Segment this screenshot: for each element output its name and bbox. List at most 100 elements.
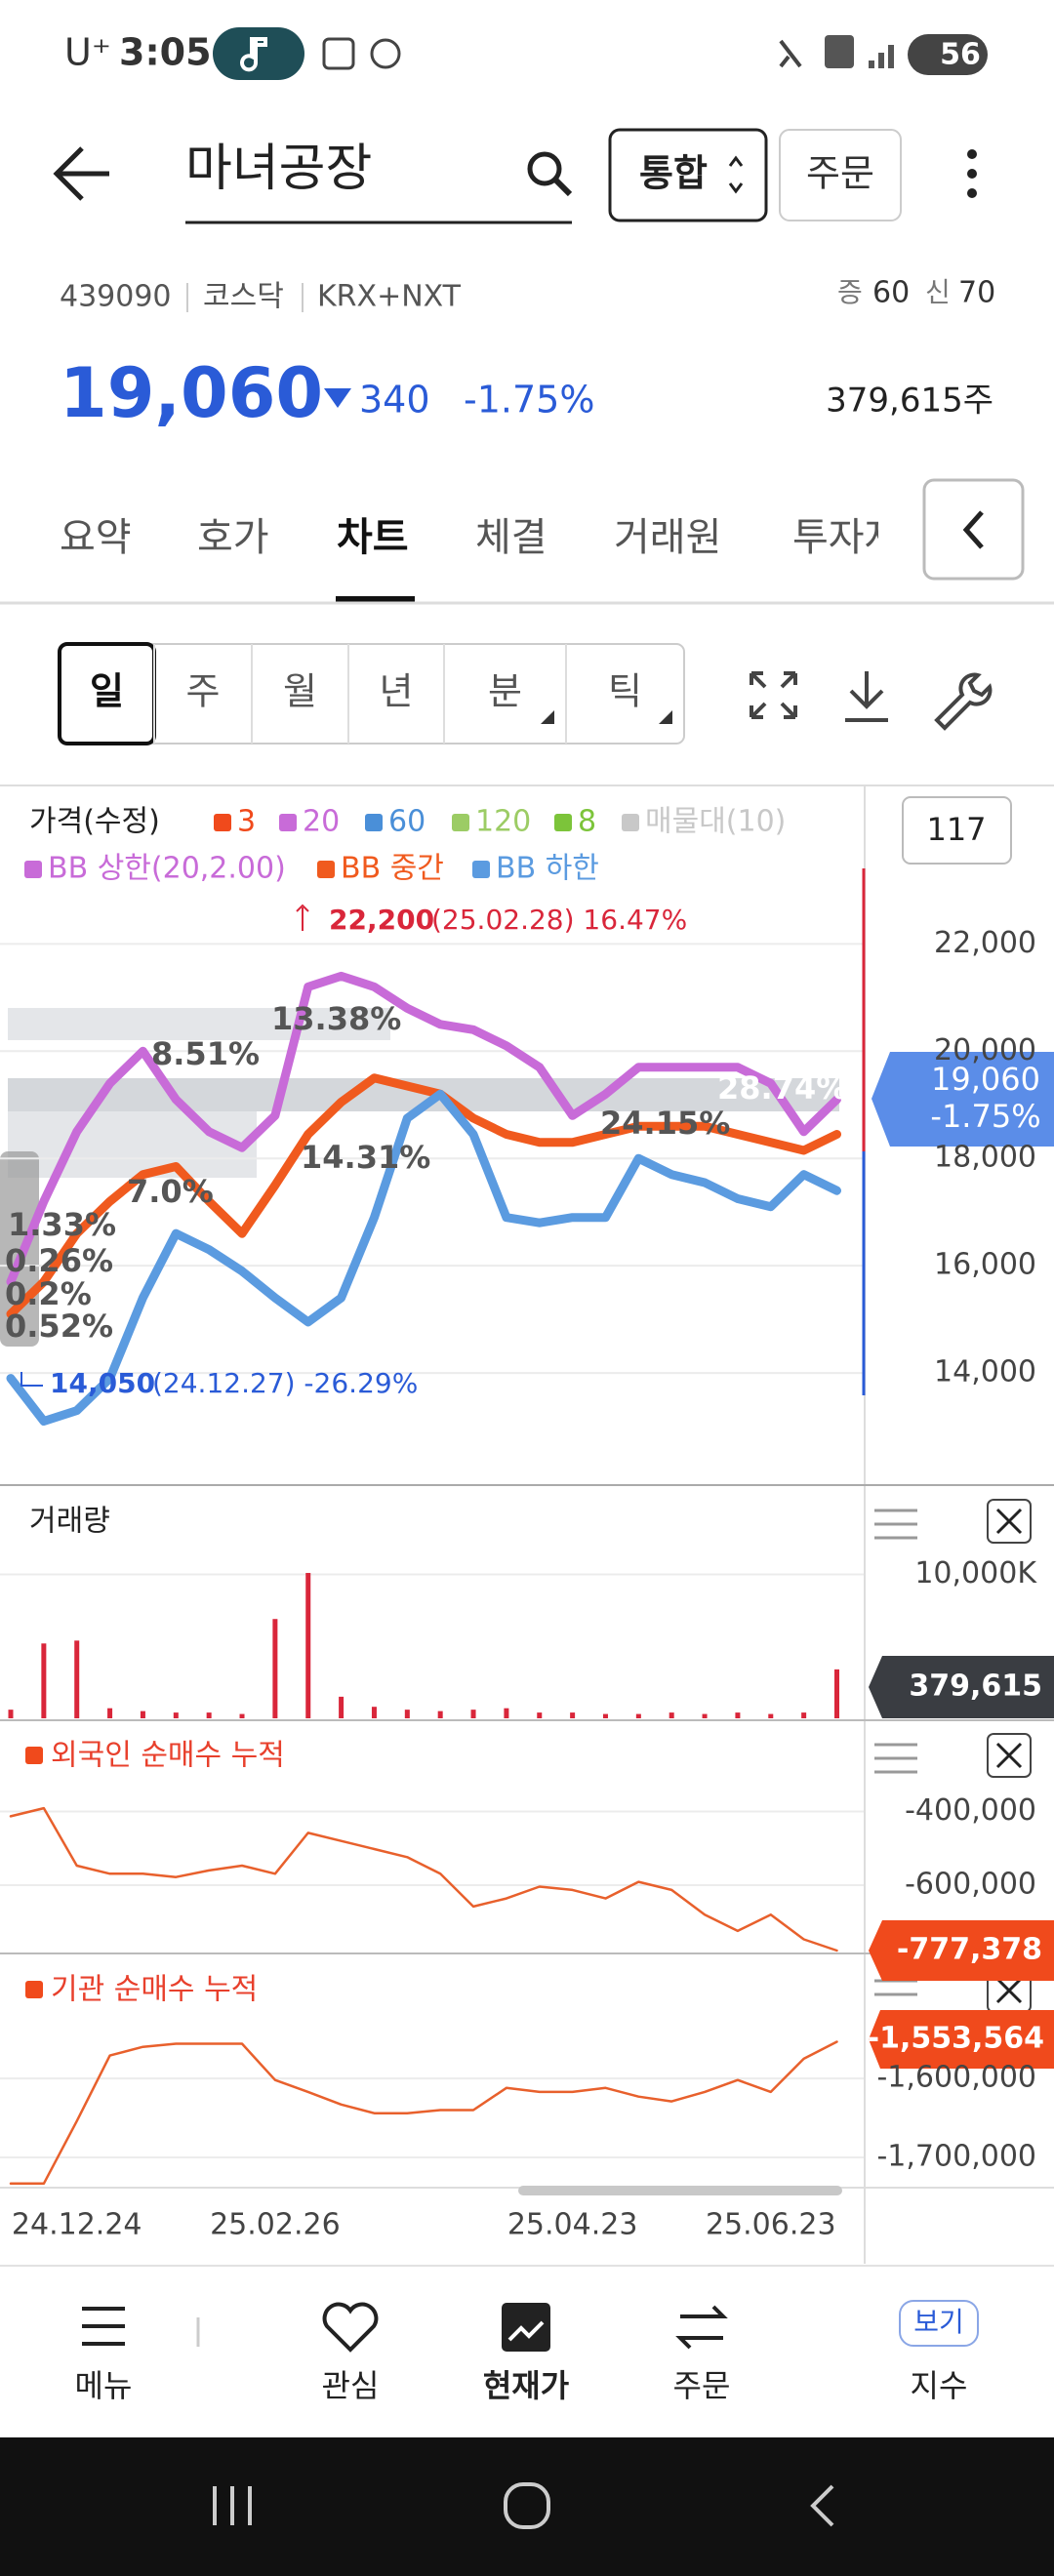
order-button[interactable]	[779, 129, 902, 221]
count-value: 117	[926, 811, 986, 848]
range-label: 7.0%	[127, 1173, 214, 1210]
download-icon[interactable]	[845, 671, 888, 722]
legend-swatch	[622, 814, 639, 831]
period-button[interactable]: 년	[380, 670, 414, 713]
margin-label: 증	[837, 276, 863, 308]
high-marker	[296, 904, 309, 931]
settings-icon[interactable]	[934, 672, 993, 731]
legend-swatch	[279, 814, 297, 831]
price-badge	[872, 1052, 1054, 1147]
tab-bar: 요약 호가 차트 체결 거래원 투자자	[60, 515, 900, 560]
clock: 3:05	[119, 31, 212, 74]
x-tick-label: 24.12.24	[12, 2208, 142, 2242]
price-icon[interactable]	[502, 2303, 550, 2352]
panel-menu[interactable]	[874, 1743, 917, 1774]
legend-swatch	[25, 1981, 43, 1998]
chevron	[962, 510, 984, 549]
foreign-badge	[869, 1920, 1054, 1981]
low-marker	[20, 1372, 43, 1387]
volume-bar	[537, 1712, 543, 1718]
y-tick-label: -1,700,000	[876, 2140, 1036, 2174]
range-label: 13.38%	[271, 1000, 401, 1037]
y-tick-label: 16,000	[934, 1248, 1036, 1282]
search-icon[interactable]	[527, 151, 562, 186]
volume-bar	[437, 1711, 443, 1718]
x-tick-label: 25.04.23	[507, 2208, 638, 2242]
period-button[interactable]: 틱	[608, 670, 642, 713]
panel-menu[interactable]	[874, 1979, 917, 1996]
legend-swatch	[214, 814, 231, 831]
legend-label: 8	[578, 805, 596, 839]
heart-icon[interactable]	[322, 2302, 379, 2353]
volume-badge-value: 379,615	[909, 1670, 1042, 1704]
nav-label[interactable]: 관심	[322, 2367, 380, 2404]
recents-button[interactable]	[213, 2486, 252, 2525]
nav-label[interactable]: 지수	[911, 2367, 968, 2404]
view-badge[interactable]	[899, 2300, 979, 2347]
more-dot[interactable]	[967, 149, 977, 159]
volume-bar	[41, 1643, 47, 1718]
legend-swatch	[365, 814, 383, 831]
current-price: 19,060	[60, 353, 323, 433]
stock-code: 439090	[60, 280, 172, 314]
nav-label[interactable]: 메뉴	[75, 2367, 133, 2404]
nav-label[interactable]: 현재가	[483, 2367, 569, 2404]
y-tick-label: 14,000	[934, 1355, 1036, 1389]
submenu-corner	[659, 710, 672, 724]
back-nav-button[interactable]	[810, 2484, 834, 2527]
count-box[interactable]	[902, 796, 1012, 865]
down-triangle	[324, 388, 351, 408]
volume-bar	[371, 1707, 377, 1718]
period-button[interactable]: 일	[90, 670, 124, 713]
tab[interactable]: 요약	[60, 515, 132, 560]
menu-icon[interactable]	[82, 2307, 125, 2346]
period-button[interactable]: 분	[488, 670, 522, 713]
market: 코스닥	[203, 280, 284, 314]
period-button[interactable]: 월	[283, 670, 317, 713]
institution-badge	[869, 2010, 1054, 2069]
order-icon[interactable]	[675, 2305, 728, 2350]
tab[interactable]: 체결	[475, 515, 547, 560]
mute-icon	[779, 39, 802, 68]
panel-title: 외국인 순매수 누적	[51, 1739, 285, 1773]
volume-bar	[140, 1711, 145, 1718]
home-button[interactable]	[504, 2482, 550, 2529]
nav-labels: 메뉴 관심 현재가 주문 지수	[75, 2367, 968, 2404]
volume-bar	[206, 1712, 212, 1718]
cumulative-line	[9, 2040, 838, 2186]
volume-bar	[107, 1708, 113, 1718]
tab-scroll-button[interactable]	[922, 478, 1025, 581]
search-input[interactable]: 마녀공장	[185, 140, 372, 198]
volume-bar	[669, 1712, 674, 1718]
legend-label: BB 중간	[341, 852, 444, 886]
y-tick-label: 20,000	[934, 1033, 1036, 1067]
panel-menu[interactable]	[874, 1509, 917, 1540]
legend-title: 가격(수정)	[29, 805, 160, 839]
expand-icon[interactable]	[750, 671, 797, 719]
legend-label: 3	[237, 805, 256, 839]
status-icon	[322, 37, 355, 70]
y-tick-label: -400,000	[905, 1793, 1036, 1828]
legend-label: BB 상한(20,2.00)	[48, 852, 286, 886]
legend-swatch	[472, 861, 490, 878]
legend-label: 매물대(10)	[645, 805, 786, 839]
scrollbar[interactable]	[518, 2186, 842, 2195]
volume-bar	[173, 1712, 179, 1718]
volume-bar	[339, 1696, 345, 1718]
cumulative-line	[9, 1806, 838, 1952]
period-button[interactable]: 주	[186, 670, 221, 713]
search-icon-handle	[552, 177, 573, 197]
back-button[interactable]	[53, 146, 109, 201]
high-price: 22,200	[329, 904, 434, 936]
nav-label[interactable]: 주문	[673, 2367, 731, 2404]
mode-select[interactable]	[608, 128, 768, 222]
tab[interactable]: 호가	[197, 515, 269, 560]
tab[interactable]: 차트	[337, 515, 409, 560]
tab[interactable]: 거래원	[614, 515, 721, 560]
close-x	[995, 1977, 1023, 2004]
legend-label: BB 하한	[496, 852, 599, 886]
order-label: 주문	[806, 152, 874, 195]
panel-title: 기관 순매수 누적	[51, 1973, 258, 2007]
legend-swatch	[25, 1747, 43, 1764]
